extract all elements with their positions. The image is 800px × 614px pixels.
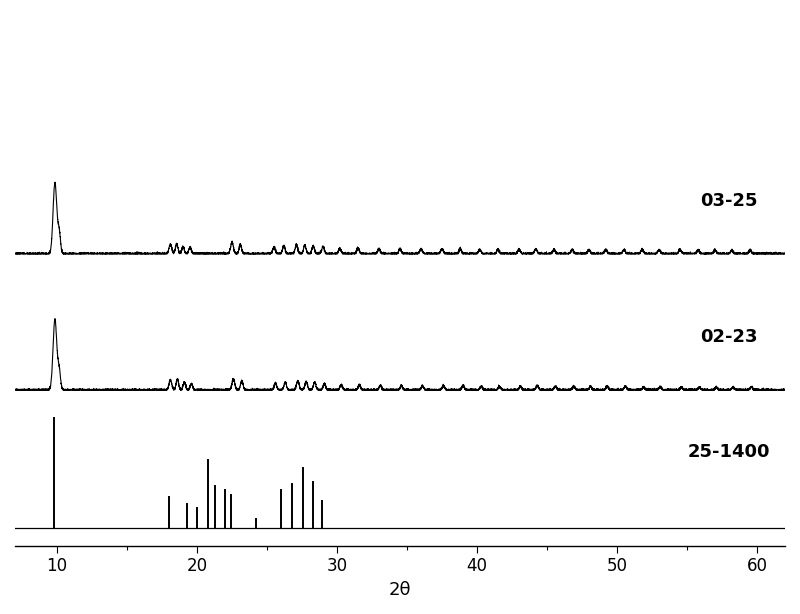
- Text: 03-25: 03-25: [700, 192, 758, 210]
- Text: 02-23: 02-23: [700, 328, 758, 346]
- Text: 25-1400: 25-1400: [688, 443, 770, 461]
- X-axis label: 2θ: 2θ: [389, 581, 411, 599]
